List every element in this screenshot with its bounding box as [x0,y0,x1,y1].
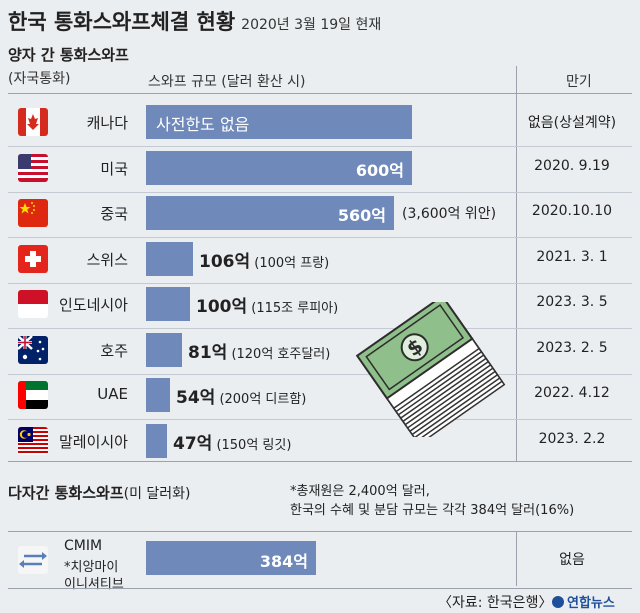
source-label: 〈자료: 한국은행〉 [438,595,553,611]
multilateral-section-paren: (미 달러화) [123,486,191,502]
bar-annotation: 54억 (200억 디르함) [176,383,306,408]
row-divider [8,373,632,375]
bar-usa [146,150,412,185]
bilateral-section-title: 양자 간 통화스와프 [8,46,129,64]
section-divider [8,461,632,462]
cmim-top-divider [8,531,632,532]
local-currency-label: (115조 루피아) [247,301,339,316]
expiry-label: 2020. 9.19 [534,157,610,174]
size-column-header: 스와프 규모 (달러 환산 시) [148,74,306,90]
country-label: 말레이시아 [58,432,128,451]
expiry-label: 2020.10.10 [531,203,613,219]
bar-annotation: 47억 (150억 링깃) [173,429,291,454]
country-label: UAE [97,385,128,403]
local-currency-label: (100억 프랑) [250,255,330,271]
header-divider [8,93,632,94]
local-currency-label: (120억 호주달러) [227,346,331,362]
flag-canada-icon [18,108,48,136]
local-currency-label: (150억 링깃) [212,437,292,453]
expiry-label: 2023. 2.2 [538,430,606,447]
cmim-bar [146,541,316,575]
country-label: 호주 [100,341,128,360]
flag-china-icon [18,199,48,227]
row-divider [8,237,632,238]
expiry-column-divider [516,66,517,461]
flag-indonesia-icon [18,290,48,318]
chart-title: 한국 통화스와프체결 현황 2020년 3월 19일 현재 [8,10,382,34]
expiry-label: 2023. 2. 5 [536,339,608,356]
flag-uae-icon [18,381,48,409]
expiry-label: 없음(상설계약) [527,115,617,131]
money-stack-illustration: $ [355,302,506,437]
cmim-value-label: 384억 [259,552,308,571]
country-label: 중국 [100,205,128,223]
row-divider [8,419,632,420]
currency-column-header: (자국통화) [8,71,71,87]
row-divider [8,282,632,284]
country-row: 말레이시아 47억 (150억 링깃) 2023. 2.2 [0,417,640,466]
cmim-bottom-divider [8,588,632,589]
row-divider [8,146,632,147]
cmim-expiry: 없음 [559,552,585,568]
cmim-name: CMIM [64,538,103,554]
date-label: 2020년 3월 19일 현재 [241,17,382,33]
cmim-note-line2: 한국의 수혜 및 분담 규모는 각각 384억 달러(16%) [290,503,575,518]
bar-annotation: 106억 (100억 프랑) [199,247,329,272]
bar-value-label: 47억 [173,433,213,454]
multilateral-section-title: 다자간 통화스와프(미 달러화) [8,484,191,502]
cmim-exchange-icon [18,546,48,574]
bar-value-label: 사전한도 없음 [156,115,250,134]
bar-switzerland [146,241,193,276]
bar-value-label: 100억 [196,297,248,317]
country-label: 인도네시아 [58,296,128,314]
country-row: 스위스 106억 (100억 프랑) 2021. 3. 1 [0,235,640,284]
flag-malaysia-icon [18,426,48,455]
bar-value-label: 81억 [188,342,228,363]
bar-value-label: 54억 [176,388,216,408]
flag-switzerland-icon [18,244,48,273]
country-row: UAE 54억 (200억 디르함) 2022. 4.12 [0,371,640,420]
local-currency-label: (3,600억 위안) [402,206,497,222]
local-currency-label: (200억 디르함) [215,392,307,407]
flag-australia-icon [18,335,48,364]
bar-value-label: 600억 [355,160,404,180]
bar-annotation: 100억 (115조 루피아) [196,292,338,317]
bar-china [146,196,394,230]
country-row: 캐나다 사전한도 없음 없음(상설계약) [0,98,640,147]
country-label: 미국 [100,159,128,178]
bar-value-label: 560억 [337,206,386,225]
row-divider [8,191,632,193]
expiry-column-divider-cmim [516,531,517,586]
expiry-label: 2021. 3. 1 [536,248,608,265]
expiry-column-header: 만기 [566,74,592,90]
cmim-subtitle-2: 이니셔티브 [64,577,124,592]
bar-canada [146,105,412,139]
bar-australia [146,332,182,367]
bar-value-label: 106억 [199,251,251,272]
country-label: 스위스 [86,250,128,269]
cmim-note-line1: *총재원은 2,400억 달러, [290,484,430,499]
bar-uae [146,378,170,412]
expiry-label: 2022. 4.12 [534,385,610,401]
country-label: 캐나다 [86,114,128,132]
bar-annotation: 81억 (120억 호주달러) [188,338,330,363]
brand-icon [552,596,564,608]
bar-indonesia [146,287,190,321]
expiry-label: 2023. 3. 5 [536,294,608,310]
brand-logo: 연합뉴스 [552,592,615,611]
row-divider [8,328,632,329]
bar-malaysia [146,423,167,458]
country-row: 중국 560억 (3,600억 위안) 2020.10.10 [0,189,640,238]
country-row: 인도네시아 100억 (115조 루피아) 2023. 3. 5 [0,280,640,329]
flag-usa-icon [18,153,48,182]
cmim-subtitle-1: *치앙마이 [64,560,119,575]
country-row: 미국 600억 2020. 9.19 [0,144,640,193]
country-row: 호주 81억 (120억 호주달러) 2023. 2. 5 [0,326,640,375]
